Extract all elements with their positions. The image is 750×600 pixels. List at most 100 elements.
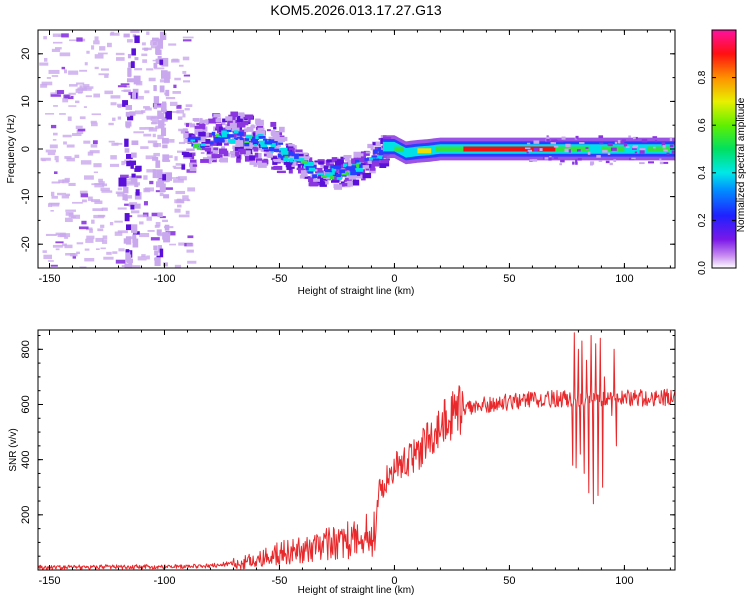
spectrogram-noise-cell (45, 233, 57, 236)
spectrogram-noise-cell (182, 70, 187, 74)
spectrogram-streak-cell (127, 53, 131, 59)
spectrogram-noise-cell (83, 86, 94, 89)
spectrogram-cell (316, 180, 325, 184)
spectrogram-speckle (634, 136, 638, 140)
spectrogram-noise-cell (39, 62, 49, 66)
spectrogram-speckle (623, 143, 628, 147)
spectrogram-cell (233, 138, 240, 144)
spectrogram-cell (276, 170, 286, 174)
spectrogram-cell (304, 156, 310, 159)
spectrogram-noise-cell (185, 210, 190, 215)
spectrogram-cell (211, 158, 217, 163)
snr-x-ticks: -150 -100 -50 0 50 100 (38, 330, 671, 587)
spectrogram-noise-cell (117, 116, 122, 120)
spectrogram-streak-cell (130, 204, 135, 210)
spectrogram-streak-cell (162, 154, 170, 160)
spectrogram-noise-cell (141, 53, 148, 57)
spectrogram-cell (254, 152, 259, 158)
snr-xtick-label: -50 (272, 575, 288, 587)
spectrogram-noise-cell (141, 110, 146, 113)
spectrogram-noise-cell (152, 59, 158, 62)
spectrogram-noise-cell (117, 192, 125, 197)
spectrogram-streak-cell (159, 183, 166, 192)
spectrogram-cell (369, 167, 376, 171)
spectrogram-streak-cell (125, 111, 131, 117)
spectrogram-speckle (613, 159, 617, 162)
spectrogram-cell (221, 121, 226, 126)
spectrogram-noise-cell (183, 138, 191, 144)
spectrogram-noise-cell (83, 140, 91, 144)
spectrogram-cell (266, 129, 271, 132)
spectrogram-cell (185, 123, 190, 127)
spectrogram-noise-cell (78, 91, 83, 94)
spectrogram-noise-cell (86, 235, 95, 240)
colorbar-tick-label: 0.0 (697, 261, 708, 275)
spectrogram-speckle (585, 147, 589, 149)
spectrogram-ytick-label: -20 (20, 236, 32, 252)
spectrogram-cell (186, 148, 195, 152)
spectrogram-cell (288, 144, 295, 147)
spectrogram-speckle (648, 161, 654, 164)
spectrogram-noise-cell (182, 36, 194, 39)
snr-ylabel: SNR (v/v) (8, 428, 19, 471)
spectrogram-core-cell (369, 157, 376, 161)
spectrogram-cell (308, 177, 315, 183)
spectrogram-cell (243, 150, 251, 157)
spectrogram-streak-cell (132, 238, 139, 248)
spectrogram-cell (181, 151, 190, 156)
spectrogram-core-cell (294, 155, 299, 159)
spectrogram-core-cell (268, 147, 275, 152)
spectrogram-noise-cell (94, 54, 104, 59)
spectrogram-noise-cell (40, 83, 48, 88)
spectrogram-noise-cell (79, 266, 87, 268)
spectrogram-cell (198, 123, 206, 130)
spectrogram-streak-cell (127, 67, 132, 77)
spectrogram-core-cell (283, 157, 289, 162)
spectrogram-cell (208, 118, 217, 124)
spectrogram-noise-cell (172, 91, 181, 94)
spectrogram-core-cell (214, 140, 219, 143)
spectrogram-cell (288, 168, 293, 174)
spectrogram-cell (222, 139, 228, 144)
spectrogram-noise-cell (154, 67, 165, 70)
spectrogram-noise-cell (149, 180, 154, 185)
spectrogram-core-cell (234, 137, 238, 140)
spectrogram-speckle (568, 149, 571, 153)
spectrogram-core-cell (306, 161, 314, 166)
spectrogram-noise-cell (112, 251, 118, 254)
spectrogram-core-cell (260, 143, 267, 148)
spectrogram-streak-cell (125, 105, 133, 110)
spectrogram-core-cell (261, 147, 269, 150)
spectrogram-cell (249, 161, 256, 165)
spectrogram-cell (211, 154, 220, 159)
spectrogram-ytick-label: 20 (20, 48, 32, 60)
spectrogram-noise-cell (51, 181, 60, 184)
snr-ytick-label: 800 (20, 340, 32, 358)
spectrogram-noise-cell (184, 108, 190, 111)
spectrogram-noise-cell (158, 176, 165, 181)
spectrogram-speckle (553, 145, 559, 148)
spectrogram-noise-cell (78, 226, 89, 230)
spectrogram-ytick-label: 0 (20, 146, 32, 152)
spectrogram-y-ticks: -20 -10 0 10 20 (20, 29, 675, 269)
spectrogram-cell (346, 170, 351, 174)
spectrogram-cell (271, 131, 280, 137)
spectrogram-cell (230, 151, 236, 155)
spectrogram-core-cell (356, 163, 360, 167)
spectrogram-noise-cell (62, 98, 69, 103)
spectrogram-speckle (553, 139, 558, 143)
spectrogram-speckle (617, 139, 621, 144)
spectrogram-streak-cell (125, 249, 130, 253)
spectrogram-speckle (639, 162, 645, 165)
spectrogram-core-cell (244, 137, 250, 142)
spectrogram-noise-cell (153, 152, 160, 157)
spectrogram-core-cell (354, 159, 360, 164)
spectrogram-cell (286, 145, 294, 150)
spectrogram-noise-cell (40, 157, 51, 161)
spectrogram-streak-cell (124, 213, 130, 222)
spectrogram-noise-cell (77, 128, 86, 132)
spectrogram-cell (360, 165, 370, 169)
spectrogram-noise-cell (171, 111, 180, 113)
spectrogram-marks (39, 30, 675, 268)
spectrogram-cell (208, 160, 212, 164)
